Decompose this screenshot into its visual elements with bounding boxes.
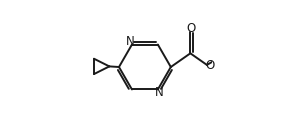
Text: O: O (187, 22, 196, 35)
Text: N: N (155, 86, 164, 99)
Text: N: N (126, 35, 135, 48)
Text: O: O (206, 59, 215, 72)
